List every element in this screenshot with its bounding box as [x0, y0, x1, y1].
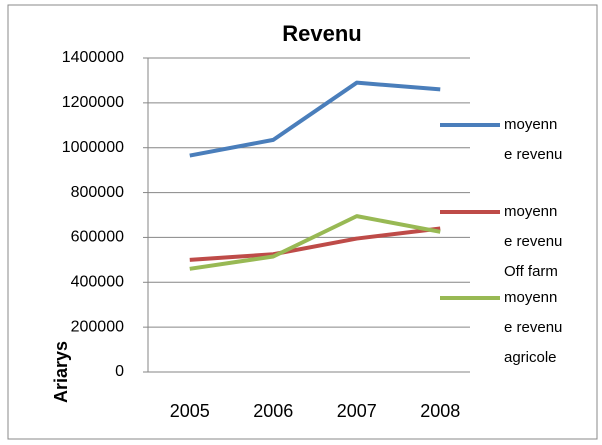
line-series — [189, 214, 441, 271]
legend-label: moyenne revenu Off farm — [504, 203, 563, 280]
x-tick-label: 2005 — [170, 401, 210, 421]
y-tick-label: 0 — [115, 363, 124, 380]
y-tick-label: 800000 — [71, 184, 124, 201]
x-tick-label: 2006 — [253, 401, 293, 421]
x-tick-label: 2007 — [337, 401, 377, 421]
y-tick-label: 1000000 — [62, 139, 124, 156]
y-tick-label: 200000 — [71, 318, 124, 335]
chart-title: Revenu — [282, 21, 361, 46]
y-axis-title: Ariarys — [51, 341, 71, 403]
y-tick-label: 1400000 — [62, 49, 124, 66]
legend-entry: moyenne revenu Off farm — [504, 203, 563, 280]
y-tick-label: 600000 — [71, 229, 124, 246]
chart-frame — [7, 4, 598, 440]
legend-label: moyenne revenu agricole — [504, 289, 563, 366]
y-tick-label: 400000 — [71, 274, 124, 291]
legend-entry: moyenne revenu agricole — [504, 289, 563, 366]
line-series — [189, 80, 441, 158]
y-tick-label: 1200000 — [62, 94, 124, 111]
legend-label: moyenne revenu — [504, 116, 563, 163]
line-series — [189, 226, 441, 262]
legend-entry: moyenne revenu — [504, 116, 563, 163]
x-tick-label: 2008 — [420, 401, 460, 421]
